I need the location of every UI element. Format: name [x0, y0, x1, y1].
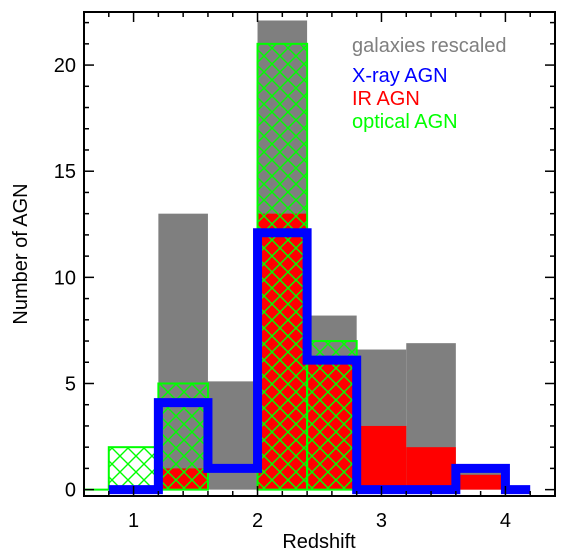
legend-optical: optical AGN — [352, 111, 458, 133]
plot-frame — [83, 11, 556, 497]
y-axis-label: Number of AGN — [10, 183, 32, 324]
legend-xray: X-ray AGN — [352, 65, 448, 87]
x-axis-label: Redshift — [282, 531, 356, 553]
x-tick-label: 2 — [252, 510, 263, 532]
galaxies-bar — [207, 381, 258, 490]
y-tick-label: 5 — [65, 373, 76, 395]
ir-agn-bar — [455, 474, 506, 490]
x-tick-label: 3 — [376, 510, 387, 532]
ir-agn-bar — [356, 425, 407, 490]
axis-ticks: 1 2 3 4 0 5 10 15 20 — [54, 12, 556, 532]
xray-agn-outline — [108, 228, 531, 495]
legend-galaxies: galaxies rescaled — [352, 35, 507, 57]
legend-ir: IR AGN — [352, 88, 420, 110]
x-tick-label: 4 — [500, 510, 511, 532]
y-tick-label: 10 — [54, 267, 76, 289]
optical-agn-bar — [107, 446, 160, 491]
y-tick-label: 0 — [65, 480, 76, 502]
y-tick-label: 15 — [54, 161, 76, 183]
legend: galaxies rescaled X-ray AGN IR AGN optic… — [352, 35, 507, 133]
y-tick-label: 20 — [54, 55, 76, 77]
ir-agn-bar — [406, 447, 456, 490]
optical-agn-bar — [306, 340, 358, 491]
x-tick-label: 1 — [128, 510, 139, 532]
xray-agn-step — [108, 228, 531, 495]
optical-agn-bar — [256, 42, 309, 491]
